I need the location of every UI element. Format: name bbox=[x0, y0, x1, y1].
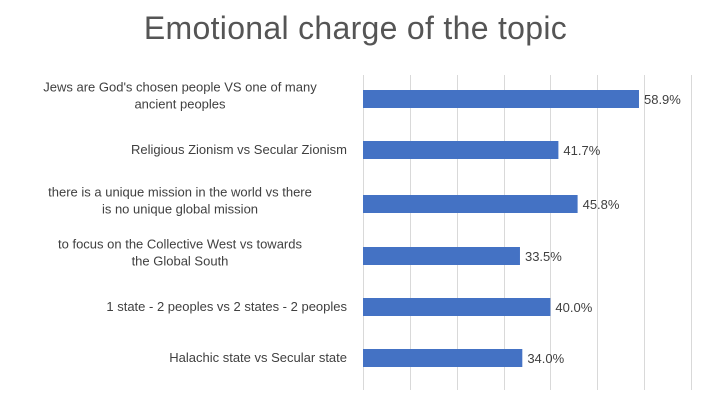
bar bbox=[363, 298, 551, 316]
bar bbox=[363, 90, 639, 108]
category-label: Halachic state vs Secular state bbox=[169, 350, 347, 365]
chart-title: Emotional charge of the topic bbox=[143, 10, 568, 46]
category-label-line: 1 state - 2 peoples vs 2 states - 2 peop… bbox=[106, 299, 347, 314]
category-label: there is a unique mission in the world v… bbox=[48, 185, 312, 217]
category-label: 1 state - 2 peoples vs 2 states - 2 peop… bbox=[106, 299, 347, 314]
data-label: 40.0% bbox=[555, 300, 592, 315]
category-label-line: Religious Zionism vs Secular Zionism bbox=[131, 142, 347, 157]
data-label: 58.9% bbox=[644, 92, 681, 107]
category-label-line: the Global South bbox=[132, 254, 229, 269]
category-label-line: Halachic state vs Secular state bbox=[169, 350, 347, 365]
bar bbox=[363, 141, 559, 159]
bar bbox=[363, 195, 578, 213]
category-label-line: is no unique global mission bbox=[102, 202, 258, 217]
category-label-line: Jews are God's chosen people VS one of m… bbox=[43, 80, 317, 95]
category-label: Jews are God's chosen people VS one of m… bbox=[43, 80, 317, 112]
data-label: 34.0% bbox=[527, 351, 564, 366]
bar bbox=[363, 349, 523, 367]
category-label-line: to focus on the Collective West vs towar… bbox=[58, 237, 302, 252]
category-label: Religious Zionism vs Secular Zionism bbox=[131, 142, 347, 157]
data-label: 41.7% bbox=[563, 143, 600, 158]
bar bbox=[363, 247, 520, 265]
category-label: to focus on the Collective West vs towar… bbox=[58, 237, 302, 269]
data-label: 45.8% bbox=[583, 197, 620, 212]
data-label: 33.5% bbox=[525, 249, 562, 264]
category-label-line: there is a unique mission in the world v… bbox=[48, 185, 312, 200]
category-label-line: ancient peoples bbox=[134, 97, 226, 112]
